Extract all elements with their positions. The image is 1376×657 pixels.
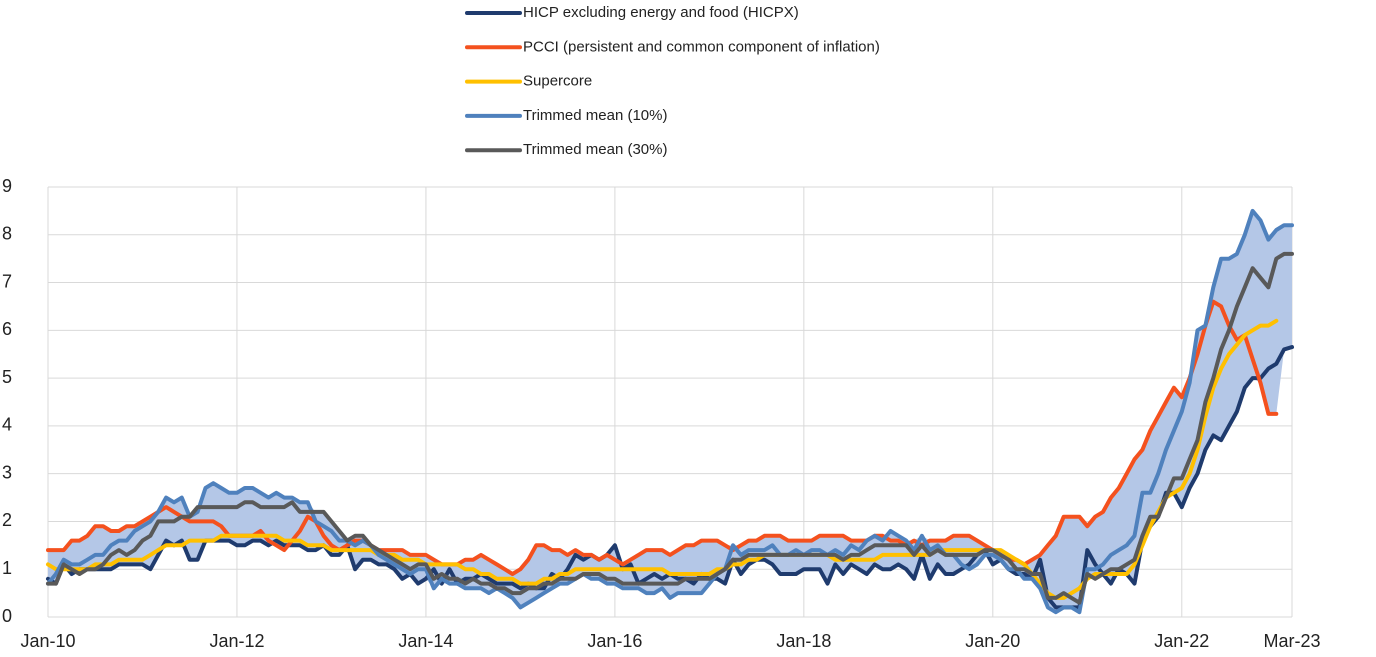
x-tick-label: Jan-10	[20, 631, 75, 651]
x-tick-label: Jan-22	[1154, 631, 1209, 651]
y-tick-label: 1	[2, 558, 12, 578]
legend-label: Trimmed mean (30%)	[523, 141, 667, 158]
x-tick-label: Jan-16	[587, 631, 642, 651]
y-tick-label: 0	[2, 606, 12, 626]
x-tick-label: Jan-12	[209, 631, 264, 651]
y-tick-label: 9	[2, 176, 12, 196]
y-tick-label: 8	[2, 224, 12, 244]
x-tick-label: Jan-20	[965, 631, 1020, 651]
x-tick-label: Jan-18	[776, 631, 831, 651]
series-line	[46, 251, 1294, 605]
x-tick-label: Mar-23	[1263, 631, 1320, 651]
y-tick-label: 4	[2, 415, 12, 435]
y-tick-label: 5	[2, 367, 12, 387]
legend-label: HICP excluding energy and food (HICPX)	[523, 4, 799, 21]
range-band	[48, 210, 1292, 613]
y-tick-label: 2	[2, 510, 12, 530]
x-tick-label: Jan-14	[398, 631, 453, 651]
legend-label: Trimmed mean (10%)	[523, 107, 667, 124]
y-tick-label: 7	[2, 271, 12, 291]
y-tick-label: 6	[2, 319, 12, 339]
legend-label: PCCI (persistent and common component of…	[523, 38, 880, 55]
y-tick-label: 3	[2, 462, 12, 482]
series-line	[46, 318, 1279, 600]
legend-label: Supercore	[523, 73, 592, 90]
